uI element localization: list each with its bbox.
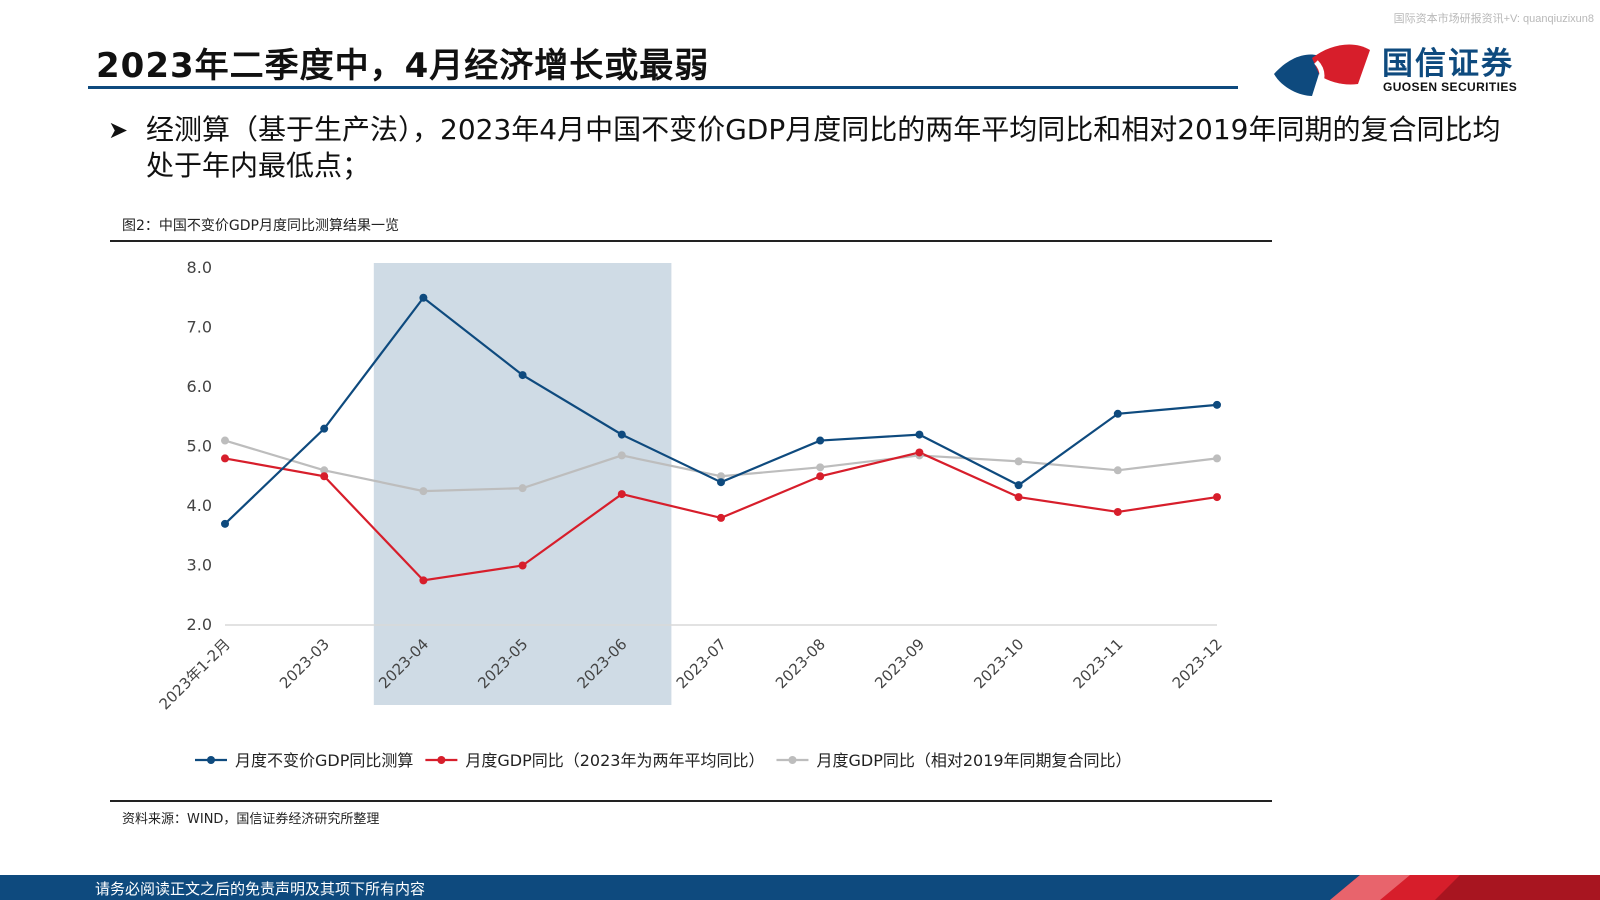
figure-source: 资料来源：WIND，国信证券经济研究所整理 <box>122 812 380 827</box>
x-tick-label: 2023-11 <box>1070 635 1127 692</box>
x-tick-label: 2023-03 <box>276 635 333 692</box>
figure-caption: 图2：中国不变价GDP月度同比测算结果一览 <box>122 218 399 234</box>
data-point <box>320 424 329 433</box>
x-tick-label: 2023-07 <box>673 635 730 692</box>
data-point <box>717 478 725 487</box>
legend-swatch-point <box>207 756 215 764</box>
x-tick-label: 2023-10 <box>970 635 1027 692</box>
data-point <box>1014 493 1023 502</box>
y-tick-label: 3.0 <box>187 556 212 575</box>
y-tick-label: 2.0 <box>187 615 212 634</box>
data-point <box>1213 454 1221 463</box>
data-point <box>617 451 626 460</box>
data-point <box>1113 466 1122 475</box>
data-point <box>617 430 626 439</box>
data-point <box>419 487 428 496</box>
y-tick-label: 5.0 <box>187 437 212 456</box>
data-point <box>320 472 329 481</box>
data-point <box>221 454 229 463</box>
x-tick-label: 2023-09 <box>871 635 928 692</box>
legend-swatch-point <box>437 756 446 764</box>
data-point <box>320 466 329 475</box>
watermark-text: 国际资本市场研报资讯+V: quanqiuzixun8 <box>1393 13 1594 25</box>
footer-decoration-icon <box>1330 875 1600 900</box>
logo-chinese-name: 国信证券 <box>1382 46 1514 82</box>
footer-disclaimer: 请务必阅读正文之后的免责声明及其项下所有内容 <box>95 880 426 898</box>
arrow-bullet-icon: ➤ <box>108 116 129 144</box>
data-point <box>221 436 229 445</box>
x-tick-label: 2023年1-2月 <box>156 635 234 713</box>
data-point <box>717 472 725 481</box>
bullet-point: ➤ 经测算（基于生产法），2023年4月中国不变价GDP月度同比的两年平均同比和… <box>108 112 1508 184</box>
data-point <box>617 490 626 499</box>
x-tick-label: 2023-12 <box>1169 635 1226 692</box>
data-point <box>915 448 924 457</box>
data-point <box>1213 493 1221 502</box>
data-point <box>518 371 527 380</box>
legend-label: 月度GDP同比（2023年为两年平均同比） <box>465 751 764 770</box>
highlight-band <box>373 263 672 705</box>
data-point <box>1113 409 1122 418</box>
data-point <box>816 436 825 445</box>
data-point <box>1014 457 1023 466</box>
title-divider <box>88 86 1238 89</box>
y-tick-label: 7.0 <box>187 318 212 337</box>
data-point <box>1014 481 1023 490</box>
y-tick-label: 8.0 <box>187 258 212 277</box>
data-point <box>816 463 825 472</box>
data-point <box>816 472 825 481</box>
guosen-logo-mark-icon <box>1274 44 1370 96</box>
data-point <box>221 519 229 528</box>
data-point <box>915 430 924 439</box>
figure-top-rule <box>110 240 1272 242</box>
y-tick-label: 6.0 <box>187 377 212 396</box>
footer-bar: 请务必阅读正文之后的免责声明及其项下所有内容 <box>0 875 1600 900</box>
logo-english-name: GUOSEN SECURITIES <box>1383 80 1518 94</box>
data-point <box>518 561 527 570</box>
legend-label: 月度不变价GDP同比测算 <box>235 751 413 770</box>
slide-title: 2023年二季度中，4月经济增长或最弱 <box>96 46 710 86</box>
data-point <box>1213 400 1221 409</box>
figure-bottom-rule <box>110 800 1272 802</box>
data-point <box>518 484 527 493</box>
data-point <box>1113 507 1122 516</box>
data-point <box>419 576 428 585</box>
legend-label: 月度GDP同比（相对2019年同期复合同比） <box>816 751 1131 770</box>
data-point <box>717 513 725 522</box>
y-tick-label: 4.0 <box>187 496 212 515</box>
x-tick-label: 2023-08 <box>772 635 829 692</box>
data-point <box>419 293 428 302</box>
legend-swatch-point <box>788 756 797 764</box>
bullet-text: 经测算（基于生产法），2023年4月中国不变价GDP月度同比的两年平均同比和相对… <box>146 113 1501 182</box>
guosen-logo: 国信证券 GUOSEN SECURITIES <box>1272 34 1562 104</box>
